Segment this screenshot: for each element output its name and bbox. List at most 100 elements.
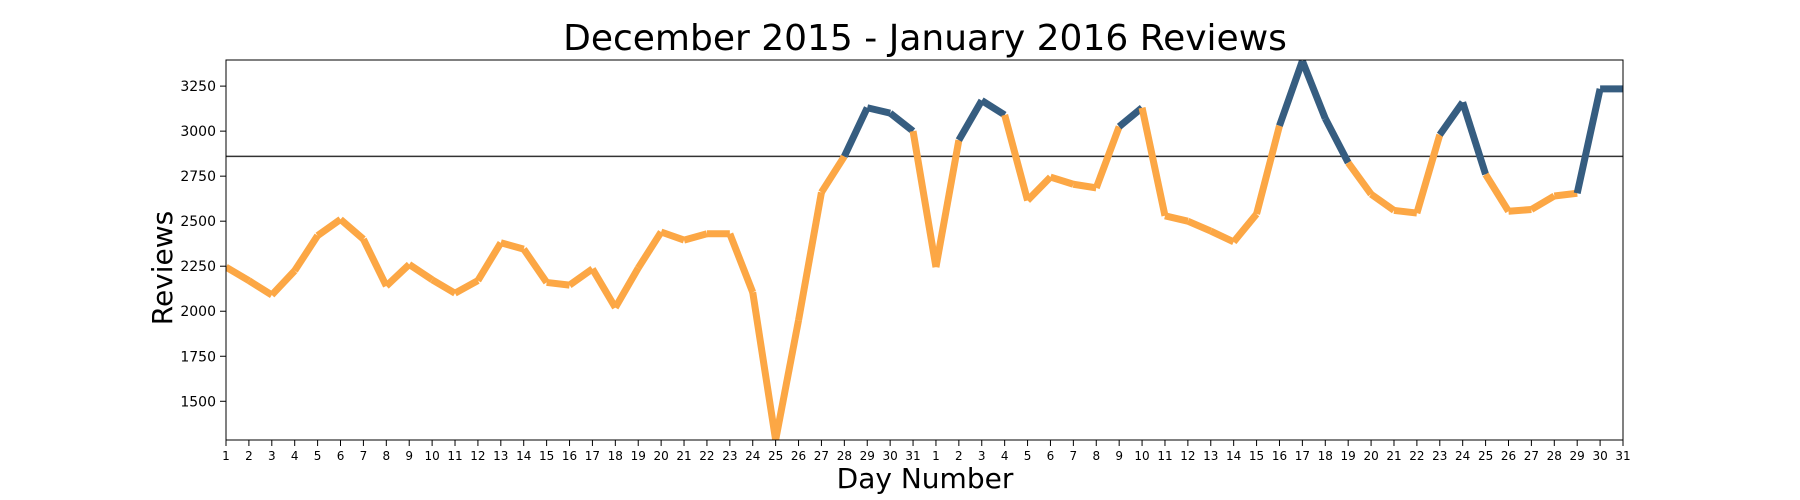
- x-tick-label: 21: [1386, 449, 1401, 463]
- x-tick-label: 31: [1615, 449, 1630, 463]
- x-tick-label: 10: [424, 449, 439, 463]
- line-segment: [474, 240, 504, 283]
- x-tick-label: 11: [1157, 449, 1172, 463]
- x-tick-label: 4: [291, 449, 299, 463]
- line-segment: [1276, 60, 1306, 127]
- x-tick-label: 8: [382, 449, 390, 463]
- y-tick-label: 2000: [180, 304, 216, 320]
- line-segment: [430, 276, 457, 297]
- x-tick-label: 14: [1226, 449, 1241, 463]
- x-tick-label: 19: [1341, 449, 1356, 463]
- y-tick-label: 2500: [180, 214, 216, 230]
- line-segment: [315, 216, 343, 239]
- line-segment: [772, 319, 802, 440]
- x-tick-label: 25: [1478, 449, 1493, 463]
- x-tick-label: 19: [631, 449, 646, 463]
- line-segment: [546, 278, 570, 289]
- x-tick-label: 1: [932, 449, 940, 463]
- series-reviews: [226, 60, 1623, 440]
- line-segment: [338, 216, 366, 242]
- y-axis-label: Reviews: [146, 211, 179, 326]
- line-segment: [291, 233, 321, 273]
- x-tick-label: 26: [791, 449, 806, 463]
- x-tick-label: 22: [699, 449, 714, 463]
- x-tick-label: 6: [1047, 449, 1055, 463]
- line-segment: [726, 232, 756, 294]
- line-segment: [1322, 116, 1352, 165]
- line-segment: [1553, 189, 1578, 200]
- x-tick-label: 20: [1363, 449, 1378, 463]
- x-tick-label: 27: [1524, 449, 1539, 463]
- line-segment: [749, 291, 780, 440]
- y-tick-label: 2250: [180, 259, 216, 275]
- x-tick-label: 4: [1001, 449, 1009, 463]
- line-segment: [818, 154, 848, 195]
- line-segment: [1001, 114, 1031, 202]
- line-segment: [1413, 133, 1444, 215]
- x-tick-label: 5: [314, 449, 322, 463]
- line-segment: [1092, 125, 1123, 190]
- line-segment: [866, 104, 891, 117]
- x-tick-label: 24: [745, 449, 760, 463]
- line-segment: [499, 239, 525, 253]
- x-tick-label: 15: [539, 449, 554, 463]
- line-segment: [1393, 206, 1418, 217]
- line-segment: [1529, 192, 1557, 213]
- line-segment: [1138, 106, 1169, 217]
- line-segment: [226, 264, 251, 284]
- line-segment: [1164, 212, 1189, 225]
- x-tick-label: 3: [268, 449, 276, 463]
- x-axis: 1 2 3 4 5 6 7 8 9 10 11 12 13 14 15 16 17 18 19 20 21 22 23 24 2…: [222, 440, 1631, 463]
- line-segment: [360, 237, 390, 288]
- x-tick-label: 17: [1295, 449, 1310, 463]
- x-tick-label: 29: [860, 449, 875, 463]
- x-tick-label: 9: [405, 449, 413, 463]
- x-tick-label: 9: [1115, 449, 1123, 463]
- line-segment: [1049, 173, 1075, 188]
- line-segment: [979, 97, 1007, 118]
- x-tick-label: 31: [905, 449, 920, 463]
- x-tick-label: 28: [1547, 449, 1562, 463]
- line-segment: [1230, 211, 1260, 245]
- x-tick-label: 18: [608, 449, 623, 463]
- plot-area: [225, 59, 1624, 441]
- line-segment: [247, 277, 274, 298]
- x-tick-label: 14: [516, 449, 531, 463]
- line-segment: [589, 267, 619, 310]
- x-tick-label: 29: [1570, 449, 1585, 463]
- line-segment: [612, 266, 642, 310]
- line-segment: [1436, 100, 1466, 137]
- axes-frame: [225, 59, 1624, 441]
- line-segment: [453, 277, 480, 297]
- line-segment: [269, 268, 298, 298]
- x-tick-label: 3: [978, 449, 986, 463]
- line-segment: [932, 139, 963, 268]
- line-segment: [795, 191, 825, 321]
- x-tick-label: 17: [585, 449, 600, 463]
- x-tick-label: 26: [1501, 449, 1516, 463]
- x-tick-label: 18: [1318, 449, 1333, 463]
- x-tick-label: 8: [1092, 449, 1100, 463]
- x-tick-label: 12: [470, 449, 485, 463]
- line-segment: [1482, 172, 1512, 214]
- x-tick-label: 30: [883, 449, 898, 463]
- x-tick-label: 20: [653, 449, 668, 463]
- x-tick-label: 23: [1432, 449, 1447, 463]
- line-segment: [1299, 60, 1329, 120]
- line-segment: [520, 247, 550, 285]
- x-tick-label: 2: [955, 449, 963, 463]
- chart-title: December 2015 - January 2016 Reviews: [563, 18, 1287, 59]
- x-axis-label: Day Number: [837, 462, 1014, 495]
- x-tick-label: 6: [337, 449, 345, 463]
- x-tick-label: 10: [1134, 449, 1149, 463]
- y-axis: 1500 1750 2000 2250 2500 2750 3000 3250: [180, 79, 226, 410]
- line-segment: [383, 261, 412, 289]
- x-tick-label: 1: [222, 449, 230, 463]
- x-tick-label: 24: [1455, 449, 1470, 463]
- line-segment: [1459, 101, 1489, 176]
- line-segment: [683, 230, 708, 244]
- x-tick-label: 7: [1070, 449, 1078, 463]
- x-tick-label: 27: [814, 449, 829, 463]
- x-tick-label: 23: [722, 449, 737, 463]
